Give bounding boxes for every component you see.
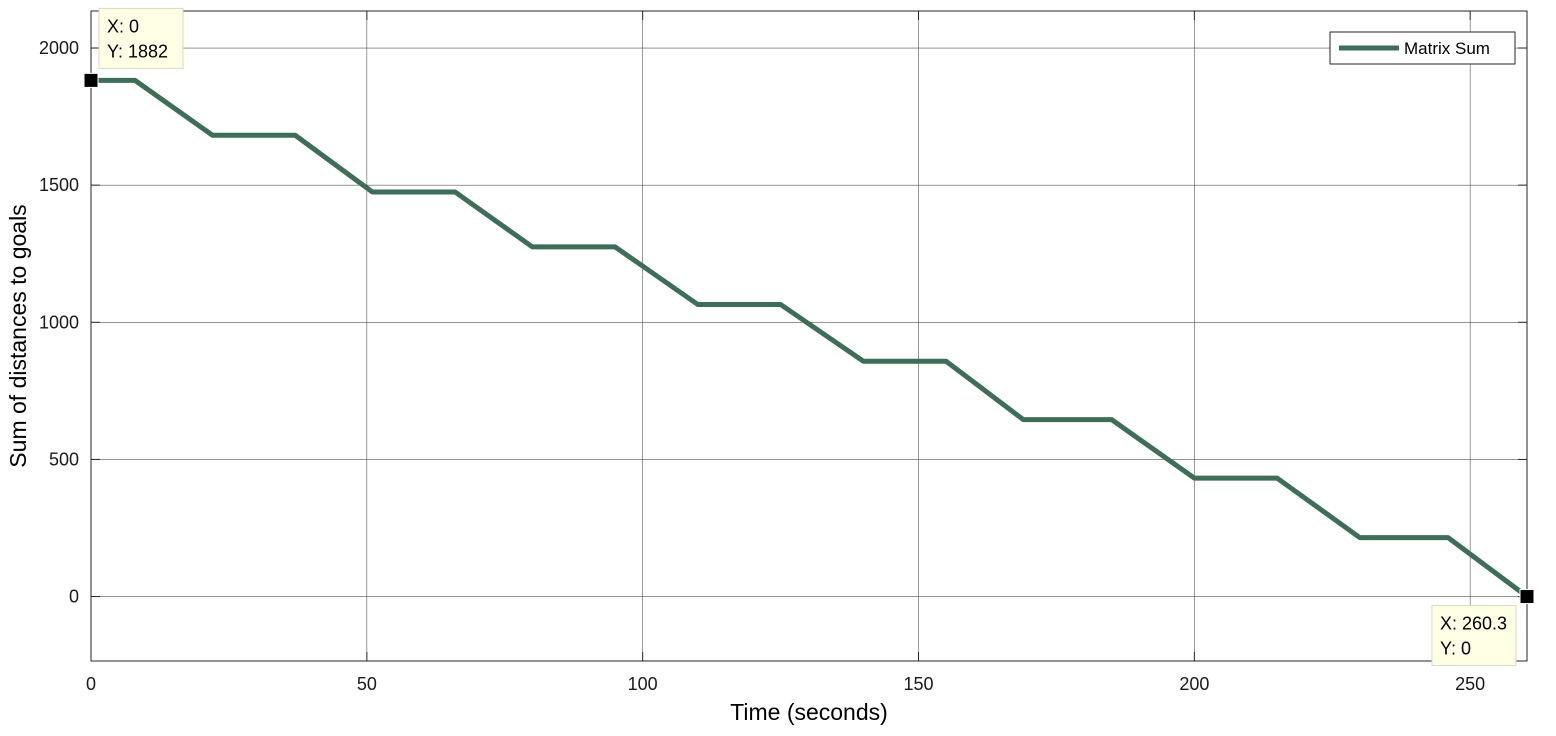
y-tick-label: 500: [49, 449, 79, 469]
x-tick-label: 0: [86, 674, 96, 694]
data-tip-x: X: 0: [107, 16, 139, 36]
data-tip-box: [1431, 605, 1517, 667]
data-tips[interactable]: X: 0 Y: 1882 X: 260.3 Y: 0: [83, 7, 1535, 667]
series-line-matrix-sum: [88, 77, 1530, 599]
y-tick-label: 2000: [39, 38, 79, 58]
legend-label-matrix-sum: Matrix Sum: [1404, 39, 1490, 58]
data-tip-marker[interactable]: [1519, 589, 1535, 605]
y-axis-label: Sum of distances to goals: [5, 204, 31, 467]
data-tip-y: Y: 1882: [107, 41, 168, 61]
series-layer: [88, 77, 1530, 599]
data-tip-y: Y: 0: [1440, 639, 1471, 659]
data-tip[interactable]: X: 260.3 Y: 0: [1431, 589, 1535, 667]
x-tick-labels: 0 50 100 150 200 250: [86, 674, 1485, 694]
x-tick-label: 200: [1179, 674, 1209, 694]
y-tick-label: 0: [69, 587, 79, 607]
plot-frame: [90, 10, 1528, 662]
plot-area: [91, 11, 1527, 661]
data-tip-marker[interactable]: [83, 72, 99, 88]
y-tick-label: 1500: [39, 175, 79, 195]
x-tick-label: 250: [1455, 674, 1485, 694]
grid-lines: [91, 11, 1527, 661]
legend[interactable]: Matrix Sum: [1329, 31, 1516, 65]
y-tick-labels: 0 500 1000 1500 2000: [39, 38, 79, 607]
y-tick-label: 1000: [39, 312, 79, 332]
data-tip-box: [98, 7, 184, 69]
x-axis-label: Time (seconds): [730, 699, 888, 725]
x-tick-label: 150: [903, 674, 933, 694]
x-tick-label: 100: [628, 674, 658, 694]
data-tip[interactable]: X: 0 Y: 1882: [83, 7, 184, 88]
x-tick-label: 50: [357, 674, 377, 694]
data-tip-x: X: 260.3: [1440, 614, 1507, 634]
